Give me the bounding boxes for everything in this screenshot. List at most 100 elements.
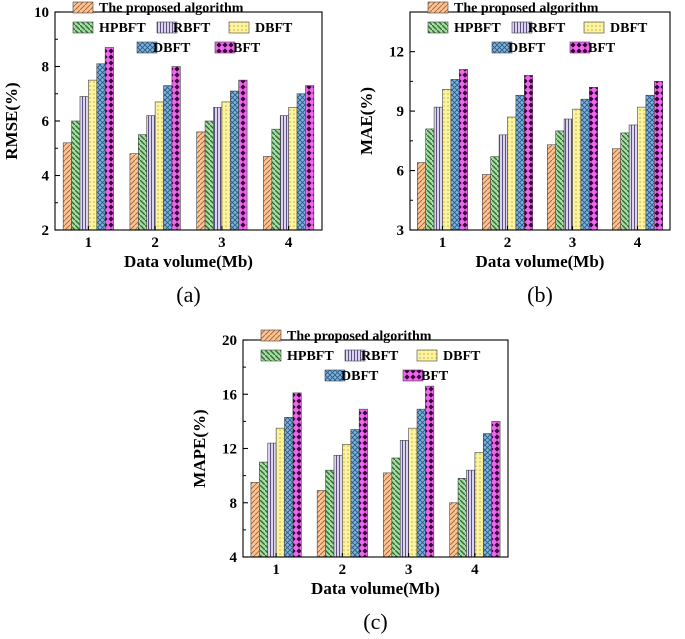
- bar-b-s4-c3: [580, 98, 590, 231]
- bar-b-s1-c1: [425, 128, 435, 231]
- bar-b-s5-c4: [653, 81, 663, 231]
- legend: The proposed algorithm HPBFT RBFT DBFT DBFT B…: [427, 1, 648, 56]
- x-tick-label: 2: [339, 562, 347, 578]
- legend-label-0: The proposed algorithm: [454, 1, 599, 16]
- legend-label-4: DBFT: [341, 369, 379, 384]
- bars: [250, 385, 501, 558]
- y-tick-label: 10: [34, 5, 49, 21]
- legend-swatch-5: [402, 369, 424, 382]
- x-axis-title: Data volume(Mb): [476, 252, 605, 271]
- legend-swatch-5: [214, 41, 236, 54]
- legend-swatch-4: [324, 369, 346, 382]
- bar-a-s4-c1: [96, 63, 106, 231]
- legend-swatch-3: [416, 349, 438, 362]
- y-tick-label: 6: [42, 114, 50, 130]
- x-tick-label: 1: [85, 235, 93, 251]
- bar-a-s3-c3: [221, 101, 231, 231]
- legend-swatch-0: [72, 1, 94, 14]
- bar-b-s3-c4: [637, 106, 647, 231]
- bar-a-s4-c2: [163, 85, 173, 231]
- panel-label: (c): [363, 609, 387, 634]
- bar-a-s4-c3: [229, 90, 239, 231]
- bar-b-s1-c4: [620, 132, 630, 231]
- y-tick-label: 9: [397, 104, 405, 120]
- legend: The proposed algorithm HPBFT RBFT DBFT DBFT B…: [260, 329, 481, 384]
- y-tick-label: 6: [397, 164, 405, 180]
- bar-a-s3-c4: [288, 107, 298, 231]
- bar-a-s3-c1: [88, 79, 98, 231]
- bar-a-s5-c4: [305, 85, 315, 231]
- y-tick-label: 2: [42, 223, 50, 239]
- bar-c-s3-c1: [275, 427, 285, 558]
- bar-c-s5-c1: [292, 392, 302, 558]
- bars: [62, 47, 315, 231]
- bar-c-s5-c2: [358, 408, 368, 558]
- legend-label-1: HPBFT: [99, 21, 146, 36]
- panel-label: (b): [527, 282, 553, 307]
- bar-c-s0-c2: [316, 490, 326, 558]
- bar-b-s4-c2: [515, 94, 525, 231]
- x-tick-label: 3: [405, 562, 413, 578]
- bar-b-s0-c2: [482, 174, 492, 231]
- legend-swatch-1: [260, 349, 282, 362]
- y-tick-label: 4: [42, 169, 50, 185]
- legend-label-1: HPBFT: [287, 349, 334, 364]
- legend-swatch-1: [72, 21, 94, 34]
- bar-b-s3-c1: [442, 88, 452, 231]
- y-tick-label: 16: [222, 387, 238, 403]
- y-tick-label: 8: [42, 60, 50, 76]
- legend-swatch-2: [511, 21, 533, 34]
- legend-swatch-1: [427, 21, 449, 34]
- legend-label-5: BFT: [421, 369, 449, 384]
- bar-a-s2-c3: [213, 107, 223, 231]
- bar-b-s0-c3: [547, 144, 557, 231]
- plot-frame: [409, 11, 671, 231]
- y-tick-label: 12: [389, 45, 404, 61]
- bar-a-s2-c4: [279, 115, 289, 231]
- y-tick-label: 12: [222, 442, 237, 458]
- bar-a-s5-c1: [104, 47, 114, 231]
- bar-a-s5-c3: [238, 79, 248, 231]
- x-tick-label: 4: [471, 562, 479, 578]
- y-tick-label: 8: [230, 496, 238, 512]
- legend-label-4: DBFT: [153, 41, 191, 56]
- legend-label-5: BFT: [233, 41, 261, 56]
- bar-b-s0-c4: [611, 148, 621, 231]
- legend-label-0: The proposed algorithm: [287, 329, 432, 344]
- x-tick-label: 3: [569, 235, 577, 251]
- x-axis-title: Data volume(Mb): [124, 252, 253, 271]
- legend-swatch-3: [583, 21, 605, 34]
- bar-c-s4-c3: [416, 408, 426, 558]
- bar-c-s1-c3: [391, 457, 401, 558]
- bar-a-s4-c4: [296, 93, 306, 231]
- x-axis-title: Data volume(Mb): [311, 579, 440, 598]
- bar-c-s2-c1: [267, 442, 277, 558]
- bar-b-s3-c3: [572, 108, 582, 231]
- bar-b-s5-c1: [459, 69, 469, 231]
- bar-c-s4-c2: [350, 429, 360, 558]
- bar-b-s4-c4: [645, 94, 655, 231]
- bar-b-s5-c2: [524, 75, 534, 231]
- legend-swatch-4: [136, 41, 158, 54]
- x-tick-label: 2: [504, 235, 512, 251]
- y-tick-label: 3: [397, 223, 405, 239]
- bar-c-s3-c3: [408, 427, 418, 558]
- x-tick-label: 1: [272, 562, 280, 578]
- bar-a-s1-c4: [271, 128, 281, 231]
- bar-b-s4-c1: [450, 79, 460, 231]
- bar-a-s1-c3: [204, 120, 214, 231]
- bars: [417, 69, 663, 231]
- bar-c-s0-c3: [383, 472, 393, 558]
- bar-b-s1-c3: [555, 130, 565, 231]
- x-tick-label: 2: [151, 235, 159, 251]
- legend-label-2: RBFT: [528, 21, 566, 36]
- bar-a-s1-c2: [138, 134, 148, 231]
- bar-c-s1-c4: [457, 478, 467, 558]
- x-tick-label: 1: [439, 235, 447, 251]
- bar-a-s5-c2: [171, 66, 181, 231]
- y-tick-label: 20: [222, 333, 237, 349]
- y-axis-title: MAE(%): [357, 87, 376, 155]
- bar-c-s2-c2: [333, 454, 343, 558]
